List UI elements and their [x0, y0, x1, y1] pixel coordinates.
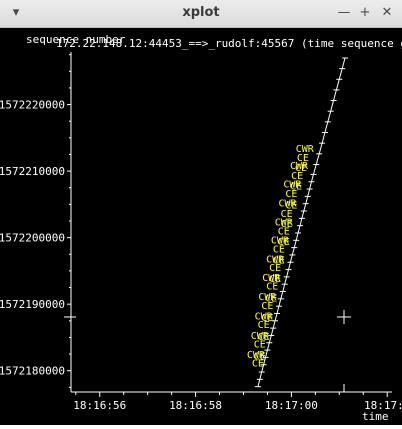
maximize-icon[interactable]: + — [359, 5, 371, 20]
annotation-label: CE — [285, 200, 297, 211]
annotation-label: CWR — [283, 180, 302, 191]
y-axis-label: sequence number — [26, 33, 126, 46]
annotation-label: CE — [261, 301, 273, 312]
annotation-label: CE — [290, 182, 302, 193]
annotation-label: CE — [261, 313, 273, 324]
window-title: xplot — [182, 5, 220, 20]
x-tick-label: 18:17:0 — [364, 399, 402, 412]
annotation-label: CE — [266, 282, 278, 293]
annotation-label: CE — [281, 219, 293, 230]
y-tick-label: 1572180000 — [0, 365, 65, 378]
annotation-label: CE — [291, 171, 303, 182]
annotation-label: CE — [273, 256, 285, 267]
annotation-label: CE — [254, 339, 266, 350]
close-icon[interactable]: ✕ — [381, 5, 393, 20]
title-bar: ▾ xplot — + ✕ — [0, 0, 402, 28]
annotation-label: CWR — [279, 198, 298, 209]
annotation-label: CWR — [255, 311, 274, 322]
annotation-label: CWR — [296, 144, 315, 155]
annotation-label: CE — [265, 294, 277, 305]
annotation-label: CE — [295, 163, 307, 174]
plot-area[interactable]: 1572180000 1572190000 1572200000 1572210000… — [0, 28, 402, 425]
x-tick-label: 18:16:58 — [169, 399, 222, 412]
annotation-label: CE — [258, 332, 270, 343]
annotation-label: CE — [254, 351, 266, 362]
annotation-label: CWR — [247, 350, 266, 361]
annotation-label: CWR — [271, 236, 290, 247]
annotation-label: CE — [278, 237, 290, 248]
y-tick-label: 1572210000 — [0, 165, 65, 178]
minimize-icon[interactable]: — — [337, 5, 351, 20]
time-sequence-graph[interactable]: 1572180000 1572190000 1572200000 1572210000… — [0, 28, 402, 425]
x-axis-label: time — [362, 410, 389, 423]
annotation-label: CWR — [258, 292, 277, 303]
annotation-label: CWR — [290, 161, 309, 172]
x-tick-label: 18:17:00 — [265, 399, 318, 412]
y-tick-label: 1572190000 — [0, 298, 65, 311]
y-tick-label: 1572200000 — [0, 232, 65, 245]
annotation-label: CWR — [275, 218, 294, 229]
annotation-label: CE — [252, 359, 264, 370]
sequence-line — [257, 57, 346, 387]
chevron-down-icon[interactable]: ▾ — [12, 5, 20, 20]
chart-title: 172.22.148.12:44453_==>_rudolf:45567 (ti… — [56, 37, 402, 50]
annotation-label: CE — [273, 244, 285, 255]
annotation-label: CE — [285, 189, 297, 200]
x-tick-label: 18:16:56 — [73, 399, 126, 412]
annotation-label: CWR — [262, 273, 281, 284]
annotation-label: CWR — [266, 254, 285, 265]
crosshair-cursor-icon — [337, 310, 351, 324]
annotation-label: CE — [269, 274, 281, 285]
y-tick-label: 1572220000 — [0, 99, 65, 112]
annotation-label: CE — [269, 263, 281, 274]
annotation-label: CE — [297, 153, 309, 164]
annotation-label: CE — [278, 226, 290, 237]
annotation-label: CE — [281, 209, 293, 220]
annotation-label: CE — [258, 320, 270, 331]
annotation-label: CWR — [251, 331, 270, 342]
